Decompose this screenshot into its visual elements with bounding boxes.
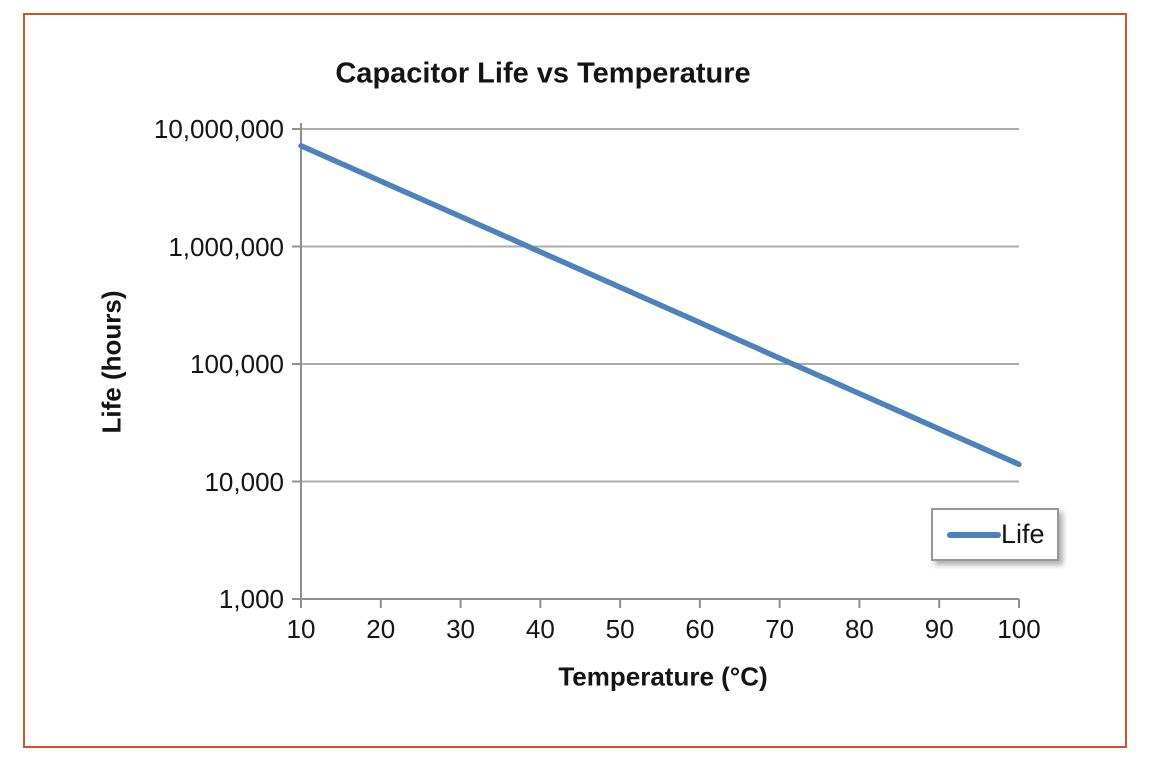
y-tick-label: 10,000 [204,466,284,497]
x-tick-label: 30 [446,614,475,644]
gridlines [301,128,1019,483]
chart-border-frame [23,13,1127,748]
tick-marks [292,128,1020,608]
x-tick-label: 70 [765,614,795,644]
series-lines [298,143,1022,468]
y-tick-label: 100,000 [190,349,284,379]
x-tick-label: 100 [997,614,1041,644]
x-tick-label: 50 [605,614,635,644]
y-tick-label: 1,000 [218,584,284,614]
x-tick-label: 80 [844,614,874,644]
chart-title: Capacitor Life vs Temperature [335,57,751,90]
x-tick-label: 60 [685,614,715,644]
legend-line-swatch [947,531,1001,538]
y-axis-title: Life (hours) [96,290,127,434]
legend: Life [931,508,1059,561]
axes [293,123,1019,600]
x-axis-title: Temperature (°C) [558,661,768,692]
x-tick-label: 20 [366,614,396,644]
x-tick-label: 90 [924,614,954,644]
legend-label: Life [1001,519,1045,549]
series-line-life [298,143,1022,468]
x-tick-label: 40 [525,614,555,644]
x-tick-label: 10 [286,614,316,644]
y-tick-label: 1,000,000 [168,231,284,262]
y-tick-label: 10,000,000 [153,114,284,144]
